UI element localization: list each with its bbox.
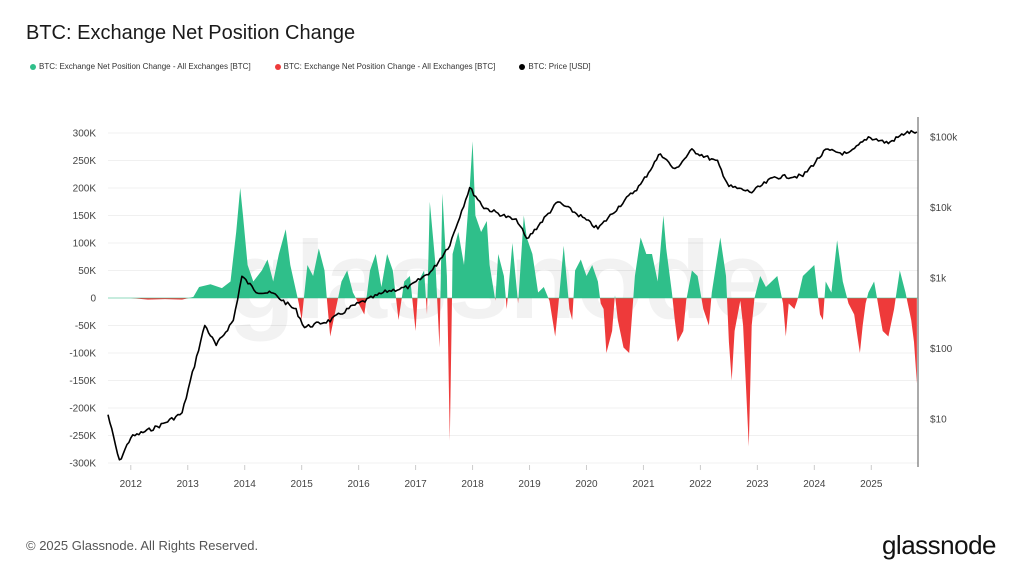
legend-label: BTC: Exchange Net Position Change - All … [283, 62, 496, 71]
y-left-tick-label: -250K [69, 431, 96, 442]
y-left-tick-label: -50K [75, 321, 96, 332]
legend-dot-black [519, 63, 526, 70]
x-tick-label: 2015 [291, 479, 314, 490]
legend-label: BTC: Exchange Net Position Change - All … [39, 62, 251, 71]
y-left-tick-label: 300K [73, 129, 97, 140]
y-left-tick-label: -200K [69, 404, 96, 415]
y-right-tick-label: $100k [930, 133, 958, 144]
y-right-tick-label: $10 [930, 415, 947, 426]
legend-dot-red [274, 63, 281, 70]
y-left-tick-label: -100K [69, 349, 96, 360]
x-tick-label: 2018 [461, 479, 484, 490]
x-tick-label: 2021 [632, 479, 655, 490]
chart-title: BTC: Exchange Net Position Change [26, 22, 356, 44]
x-tick-label: 2019 [518, 479, 541, 490]
copyright: © 2025 Glassnode. All Rights Reserved. [26, 538, 259, 553]
x-tick-label: 2023 [746, 479, 769, 490]
x-tick-label: 2012 [120, 479, 143, 490]
y-right-tick-label: $100 [930, 344, 953, 355]
x-tick-label: 2024 [803, 479, 826, 490]
x-tick-label: 2016 [348, 479, 371, 490]
y-left-tick-label: 0 [90, 294, 96, 305]
y-left-tick-label: -300K [69, 459, 96, 470]
x-tick-label: 2022 [689, 479, 712, 490]
x-tick-label: 2013 [177, 479, 200, 490]
glassnode-logo: glassnode [881, 530, 997, 560]
y-left-tick-label: 200K [73, 184, 97, 195]
x-tick-label: 2025 [860, 479, 883, 490]
y-left-tick-label: -150K [69, 376, 96, 387]
x-tick-label: 2020 [575, 479, 598, 490]
legend-item-negative[interactable]: BTC: Exchange Net Position Change - All … [274, 62, 496, 71]
legend-item-price[interactable]: BTC: Price [USD] [519, 62, 591, 71]
x-tick-label: 2017 [404, 479, 427, 490]
x-tick-label: 2014 [234, 479, 257, 490]
y-right-tick-label: $10k [930, 203, 953, 214]
y-left-tick-label: 150K [73, 211, 97, 222]
legend: BTC: Exchange Net Position Change - All … [30, 62, 615, 71]
net-position-positive-area [108, 141, 917, 298]
y-left-tick-label: 50K [78, 266, 96, 277]
legend-item-positive[interactable]: BTC: Exchange Net Position Change - All … [30, 62, 251, 71]
legend-dot-green [30, 63, 36, 70]
y-right-tick-label: $1k [930, 274, 947, 285]
price-line [107, 129, 918, 461]
y-left-tick-label: 100K [73, 239, 97, 250]
y-left-tick-label: 250K [73, 156, 97, 167]
legend-label: BTC: Price [USD] [528, 62, 591, 71]
